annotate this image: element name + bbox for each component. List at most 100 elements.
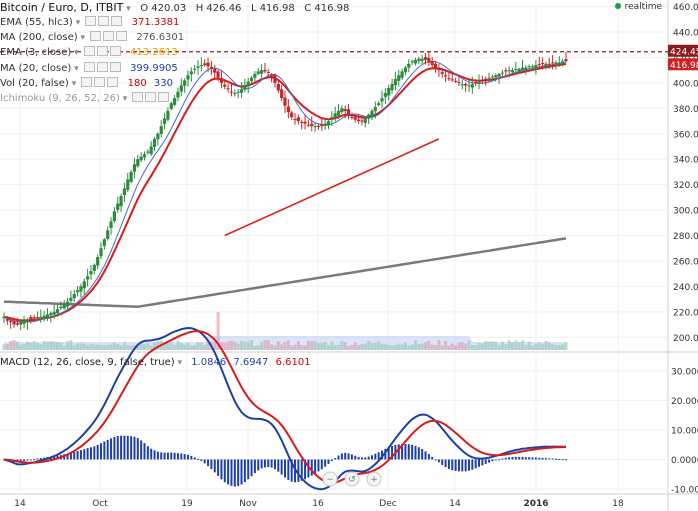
settings-icon[interactable] [94,77,106,87]
volume-bar [15,341,19,350]
reset-zoom-icon[interactable] [344,471,360,487]
volume-bar [427,340,431,350]
close-icon[interactable] [158,92,170,102]
close-icon[interactable] [109,46,121,56]
macd-histogram-bar [524,457,527,460]
close-icon[interactable] [116,31,128,41]
macd-histogram-bar [481,459,484,466]
macd-histogram-bar [565,459,567,461]
volume-bar [306,340,310,350]
dropdown-icon[interactable]: ▾ [77,33,86,43]
eye-icon[interactable] [83,46,95,56]
price-axis[interactable]: 200.00 220.00 240.00 260.00 280.00 300.00 320.… [668,3,698,344]
dropdown-icon[interactable]: ▾ [71,48,79,58]
volume-bar [273,345,277,350]
volume-bar [52,341,56,350]
candle-body [35,316,40,318]
macd-histogram-bar [29,459,32,461]
zoom-in-icon[interactable] [366,471,382,487]
close-icon[interactable] [107,77,119,87]
candle-body [527,66,531,68]
candle-body [547,63,551,65]
eye-icon[interactable] [83,62,95,72]
symbol-title[interactable]: Bitcoin / Euro, D, ITBIT [0,1,124,14]
macd-line [3,326,567,491]
close-icon[interactable] [111,16,123,26]
macd-histogram-bar [93,446,96,460]
macd-histogram-bar [324,459,327,467]
dropdown-icon[interactable]: ▾ [68,79,77,89]
dropdown-icon[interactable]: ▾ [119,94,128,104]
trendline[interactable] [224,138,440,237]
legend-ema55[interactable]: EMA (55, hlc3) ▾ 371.3381 [0,16,179,30]
dropdown-icon[interactable]: ▾ [71,64,79,74]
macd-histogram-bar [150,448,153,460]
volume-bar [166,342,170,350]
volume-bar [470,344,474,350]
legend-ma200[interactable]: MA (200, close) ▾ 276.6301 [0,31,184,45]
dropdown-icon[interactable]: ▾ [123,4,131,14]
candle-body [417,58,421,61]
settings-icon[interactable] [96,46,108,56]
zoom-controls[interactable]: − ↺ + [322,471,382,487]
candle-body [243,85,247,90]
candle-body [360,120,364,122]
macd-histogram-bar [347,453,350,460]
volume-bar [253,345,257,350]
price-tick-label: 300.00 [673,207,698,217]
price-tick-label: 320.00 [673,181,698,191]
volume-bar [263,340,267,350]
macd-histogram-bar [120,435,123,460]
zoom-out-icon[interactable] [322,471,338,487]
macd-histogram-bar [431,456,434,460]
candle-body [316,125,321,127]
legend-vol[interactable]: Vol (20, false) ▾ 180 330 [0,77,173,91]
price-badge [668,58,698,71]
legend-ma200-label: MA (200, close) [0,32,78,43]
legend-ema3[interactable]: EMA (3, close) ▾ 413.2613 [0,46,178,60]
macd-histogram-bar [374,453,377,460]
eye-icon[interactable] [81,77,93,87]
volume-bar [303,345,307,350]
macd-histogram-bar [36,458,39,460]
settings-icon[interactable] [98,16,110,26]
volume-bar [153,342,157,350]
candle-body [310,123,314,127]
time-axis[interactable]: 14 Oct 19 Nov 16 Dec 14 2016 18 [14,499,624,509]
eye-icon[interactable] [90,31,102,41]
eye-icon[interactable] [85,16,97,26]
candle-body [136,159,140,167]
volume-bar [25,341,29,350]
dropdown-icon[interactable]: ▾ [72,18,81,28]
macd-histogram-bar [350,454,353,460]
dropdown-icon[interactable]: ▾ [174,358,183,368]
candle-body [166,110,170,120]
legend-macd[interactable]: MACD (12, 26, close, 9, false, true) ▾ 1… [0,356,311,370]
trendlines[interactable] [0,51,668,237]
settings-icon[interactable] [145,92,157,102]
macd-histogram-bar [39,458,42,460]
macd-histogram-bar [146,446,149,460]
volume-bar [66,341,70,350]
eye-icon[interactable] [132,92,144,102]
macd-histogram-bar [511,457,514,460]
volume-bar [59,342,63,350]
legend-ichimoku[interactable]: Ichimoku (9, 26, 52, 26) ▾ [0,92,170,106]
legend-ma20[interactable]: MA (20, close) ▾ 399.9905 [0,62,178,76]
macd-axis[interactable]: -10.0000 0.0000 10.0000 20.0000 30.0000 [671,367,698,495]
volume-bar [337,345,341,350]
time-tick-label: Dec [379,499,396,509]
volume-bar [72,345,76,350]
close-icon[interactable] [109,62,121,72]
volume-bar [42,341,46,350]
volume-bar [270,344,274,350]
price-grid [0,4,668,494]
settings-icon[interactable] [96,62,108,72]
settings-icon[interactable] [103,31,115,41]
candle-body [330,117,334,119]
candle-body [59,306,63,308]
ohlc-close: C 416.98 [304,3,350,14]
candle-body [169,103,173,109]
macd-histogram-bar [464,459,467,472]
